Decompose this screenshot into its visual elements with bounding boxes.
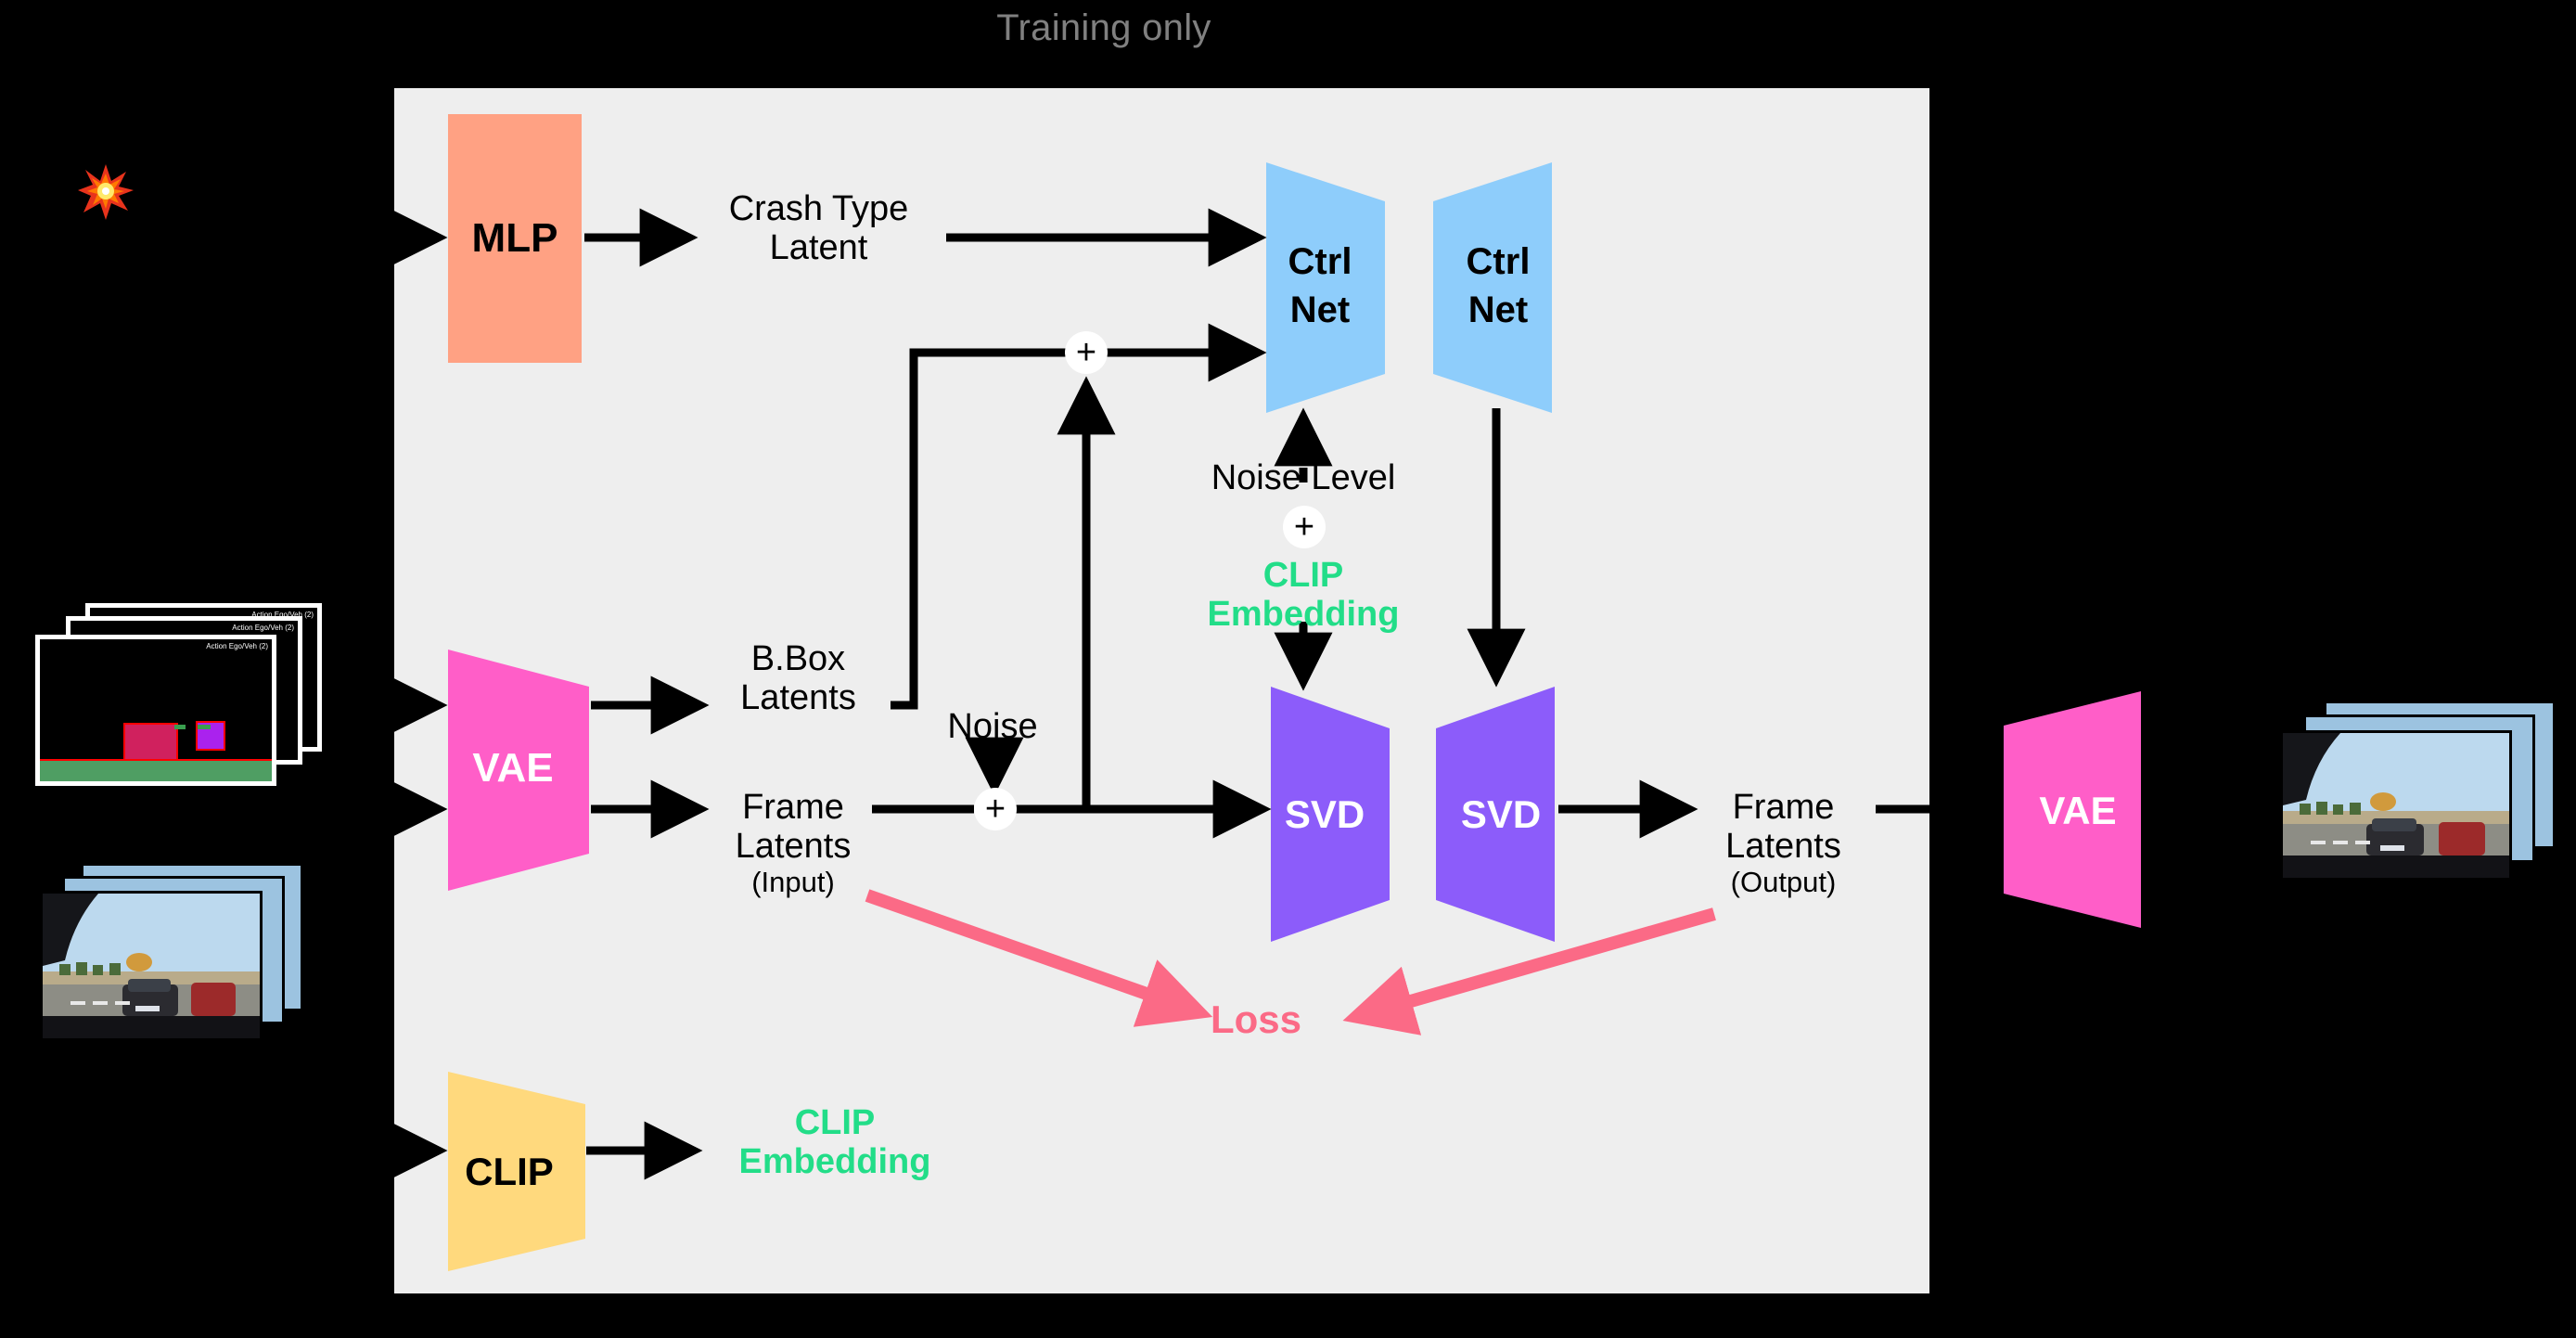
- svg-text:SVD: SVD: [1285, 792, 1365, 836]
- mlp-label: MLP: [471, 214, 558, 261]
- frame-latents-output-label: Frame Latents (Output): [1725, 788, 1841, 898]
- bbox-overlay-text: Action Ego/Veh (2): [232, 624, 294, 632]
- mlp-block: MLP: [448, 114, 582, 363]
- frame-latents-input-label: Frame Latents (Input): [735, 788, 852, 898]
- svg-text:SVD: SVD: [1461, 792, 1541, 836]
- clip-embedding-label: CLIP Embedding: [738, 1103, 931, 1181]
- bbox-latents-label: B.Box Latents: [740, 639, 856, 717]
- bbox-overlay-text: Action Ego/Veh (2): [206, 642, 268, 650]
- vae-decoder-block: VAE: [2004, 691, 2141, 928]
- page-title: Training only: [996, 7, 1211, 48]
- output-video-stack: [2273, 701, 2570, 914]
- svg-text:CLIP: CLIP: [465, 1150, 554, 1193]
- svd-block-a: SVD: [1271, 687, 1390, 942]
- bbox-overlay-text: Action Ego/Veh (2): [251, 611, 314, 619]
- plus-conditioning-icon: +: [1283, 506, 1326, 548]
- plus-bbox-crash-icon: +: [1065, 331, 1108, 374]
- svg-text:VAE: VAE: [472, 745, 553, 791]
- clip-block: CLIP: [448, 1072, 585, 1271]
- svg-text:Net: Net: [1290, 289, 1350, 330]
- bbox-frame-stack: Action Ego/Veh (2) Action Ego/Veh (2) Ac…: [28, 603, 325, 789]
- svg-text:Ctrl: Ctrl: [1467, 241, 1531, 282]
- ctrlnet-block-b: Ctrl Net: [1433, 162, 1552, 413]
- ctrlnet-block-a: Ctrl Net: [1266, 162, 1385, 413]
- svd-block-b: SVD: [1436, 687, 1555, 942]
- vae-encoder-block: VAE: [448, 650, 589, 891]
- crash-type-latent-label: Crash Type Latent: [728, 189, 909, 267]
- svg-text:Net: Net: [1468, 289, 1528, 330]
- clip-embedding-mid-label: CLIP Embedding: [1207, 556, 1400, 634]
- loss-label: Loss: [1211, 997, 1302, 1041]
- plus-noise-icon: +: [974, 788, 1017, 830]
- svg-text:VAE: VAE: [2039, 789, 2116, 832]
- svg-text:Ctrl: Ctrl: [1288, 241, 1352, 282]
- noise-label: Noise: [947, 707, 1038, 746]
- collision-icon: [76, 162, 135, 222]
- noise-level-label: Noise Level: [1211, 458, 1396, 497]
- training-only-panel: [394, 88, 1929, 1293]
- input-video-stack: [32, 863, 311, 1076]
